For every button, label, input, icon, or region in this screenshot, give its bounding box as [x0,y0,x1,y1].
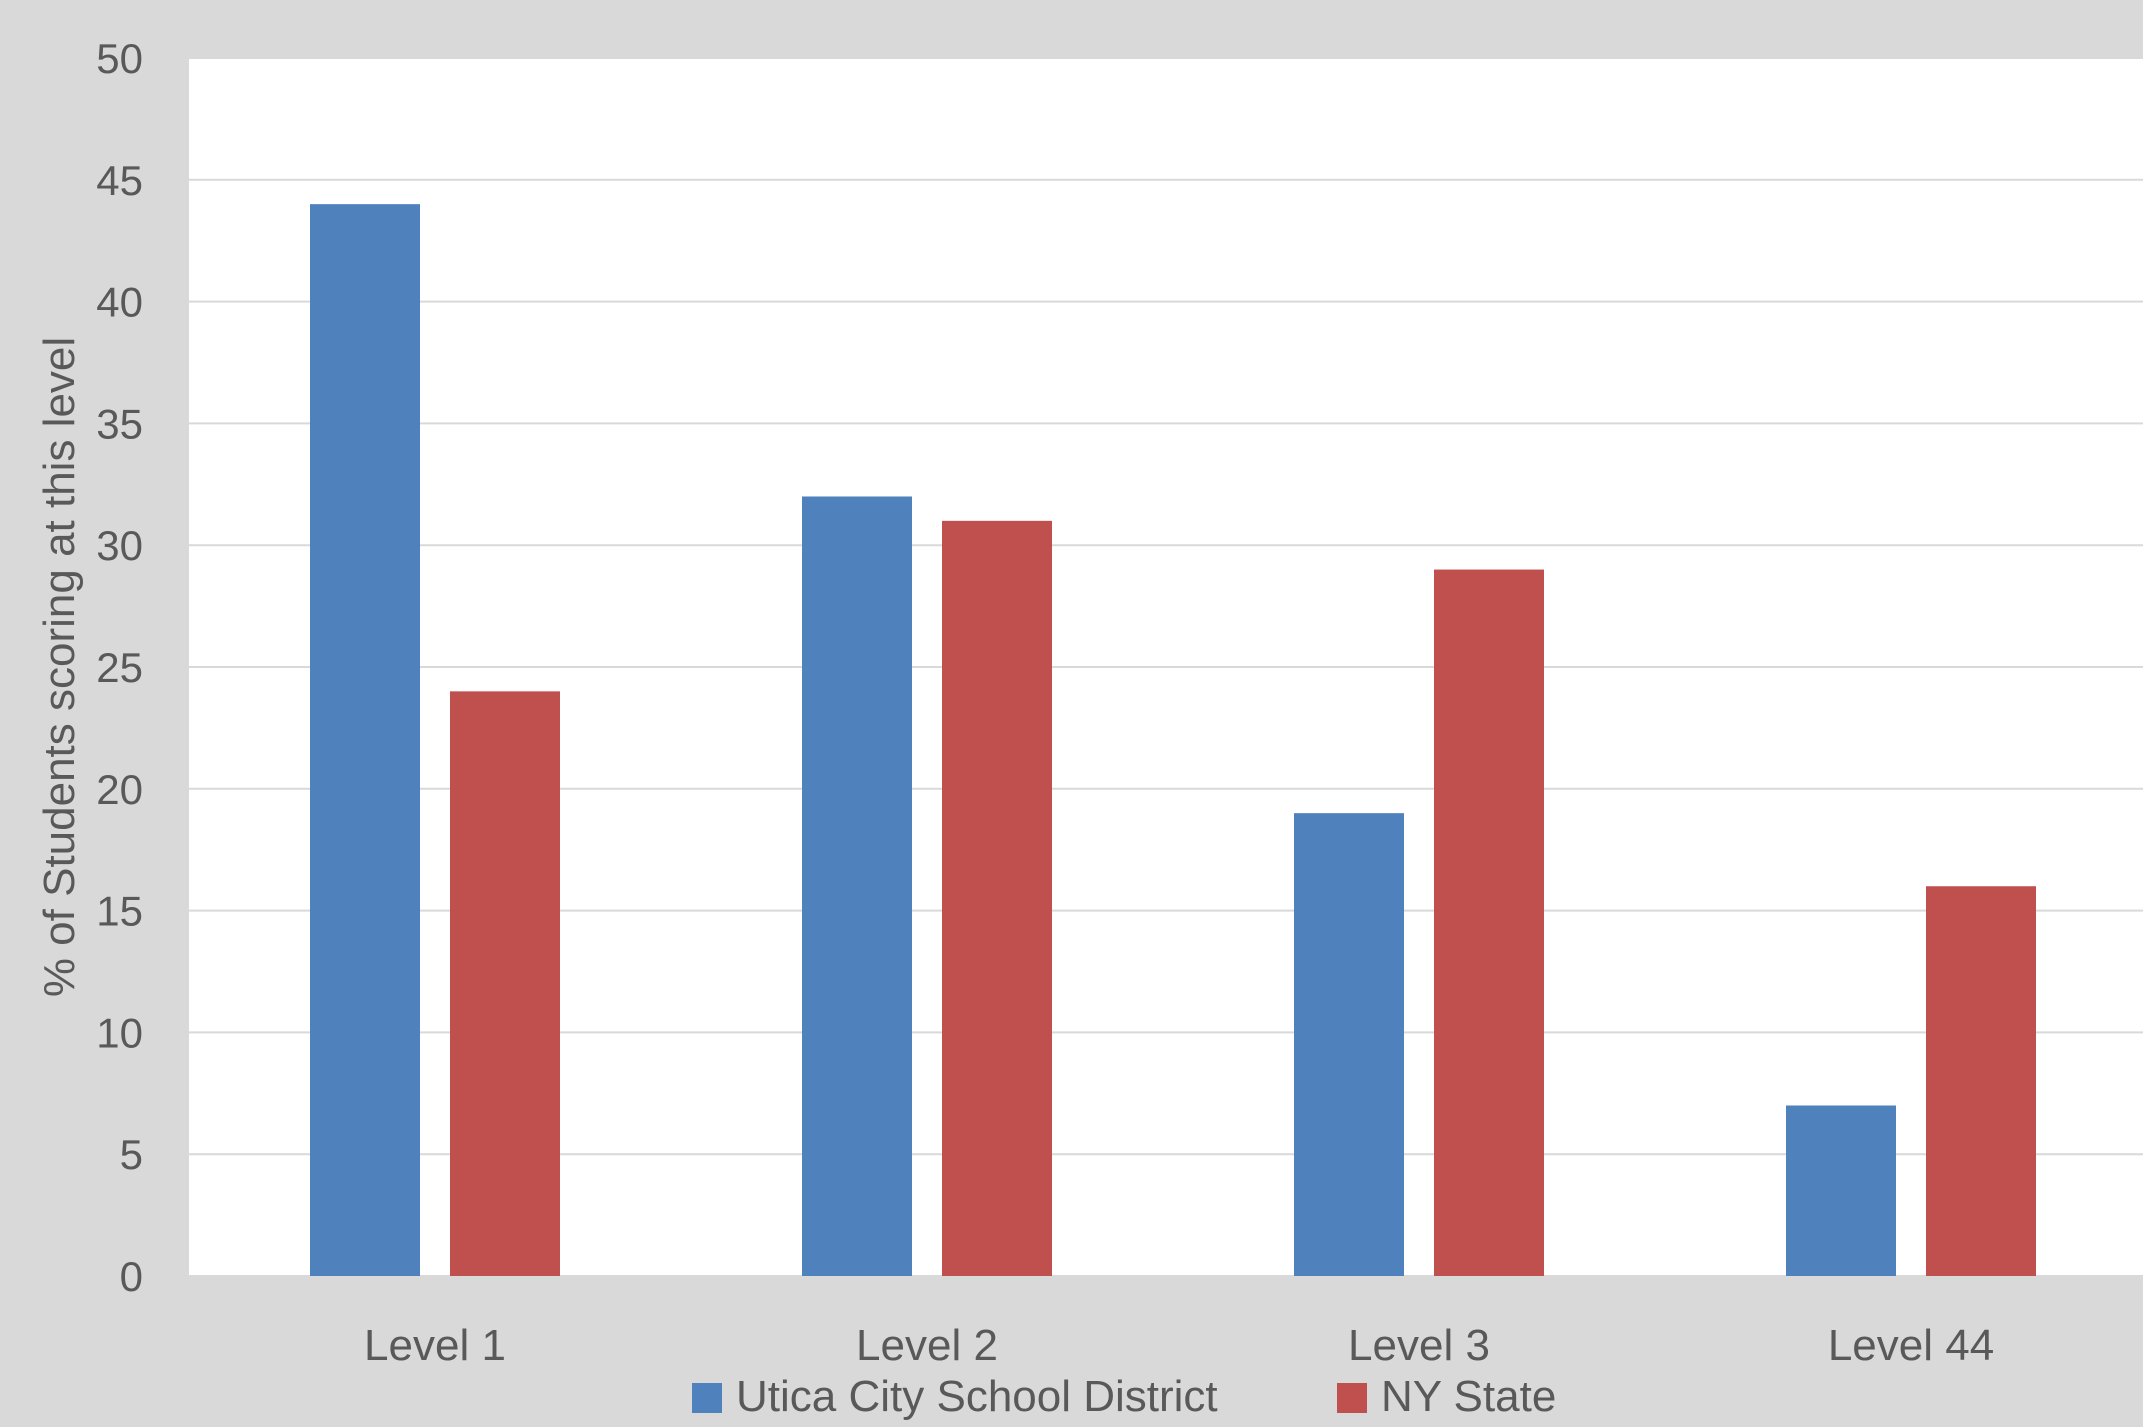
bar-ny-state-1 [450,691,560,1276]
legend-swatch [692,1383,722,1413]
y-tick-label: 25 [96,644,143,691]
y-tick-label: 45 [96,157,143,204]
bar-utica-city-school-district-4 [1786,1105,1896,1276]
bar-ny-state-3 [1434,569,1544,1276]
y-tick-label: 35 [96,400,143,447]
bar-utica-city-school-district-3 [1294,813,1404,1276]
y-tick-label: 40 [96,279,143,326]
bar-utica-city-school-district-1 [310,204,420,1276]
legend: Utica City School District NY State [692,1372,1556,1421]
x-tick-label: Level 3 [1348,1321,1490,1370]
bar-ny-state-2 [942,520,1052,1276]
y-tick-label: 15 [96,888,143,935]
gridlines [189,57,2143,1277]
y-tick-label: 30 [96,522,143,569]
x-tick-label: Level 44 [1828,1321,1994,1370]
y-tick-label: 50 [96,35,143,82]
y-tick-label: 0 [120,1253,143,1300]
legend-swatch [1337,1383,1367,1413]
x-tick-label: Level 2 [856,1321,998,1370]
legend-item-utica-city-school-district: Utica City School District [692,1372,1218,1421]
x-axis-ticks: Level 1 Level 2 Level 3 Level 44 [364,1321,1994,1370]
legend-label: Utica City School District [736,1372,1218,1421]
legend-label: NY State [1381,1372,1556,1421]
legend-item-ny-state: NY State [1337,1372,1556,1421]
y-axis-label: % of Students scoring at this level [35,337,84,997]
bars [310,204,2036,1277]
y-axis-ticks: 0 5 10 15 20 25 30 35 40 45 50 [96,35,143,1300]
y-tick-label: 10 [96,1009,143,1056]
y-tick-label: 5 [120,1131,143,1178]
x-tick-label: Level 1 [364,1321,506,1370]
bar-utica-city-school-district-2 [802,496,912,1277]
bar-ny-state-4 [1926,886,2036,1276]
y-tick-label: 20 [96,766,143,813]
